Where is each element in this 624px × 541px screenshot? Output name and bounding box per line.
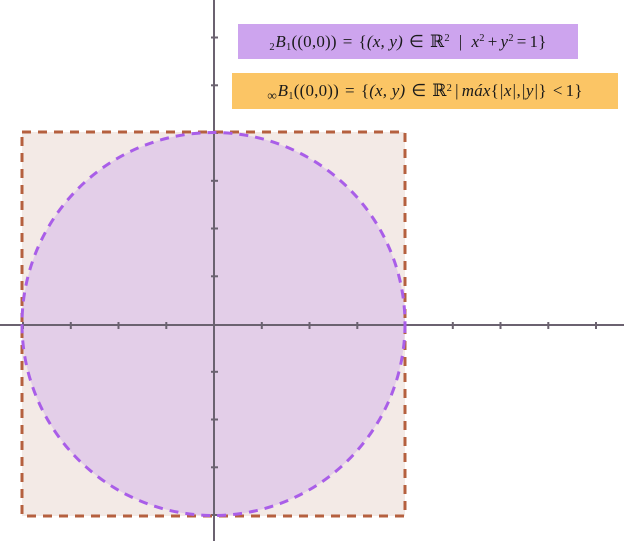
linf-real-space-symbol: ℝ [432,81,447,101]
linf-set-close-brace: } [574,81,583,100]
l2-element-of-symbol: ∈ [409,31,425,51]
l2-real-space-symbol: ℝ [430,31,445,52]
l2-condition-y: y [500,31,509,51]
linf-abs-y: |y| [521,81,539,100]
linf-ball-center-arg: ((0,0)) [293,81,340,100]
linf-radius-value: 1 [565,81,575,100]
linf-real-space-exponent: 2 [446,82,453,94]
l2-radius-value: 1 [529,31,539,51]
l2-relation-sign: = [516,31,527,51]
l2-condition-x: x [471,31,480,51]
linf-abs-x: |x| [499,81,517,100]
l2-ball-center-arg: ((0,0)) [291,31,337,51]
l2-condition-y-exponent: 2 [508,33,514,45]
linf-norm-presubscript: ∞ [267,87,278,103]
l2-norm-presubscript: 2 [269,41,275,53]
linf-ball-symbol: B [277,81,289,100]
l2-set-open-brace: { [358,31,367,51]
linf-max-close-brace: } [538,81,547,100]
l2-condition-x-exponent: 2 [479,33,485,45]
l2-unit-ball-outline [20,131,407,517]
l2-separator-bar: | [458,31,463,51]
linf-max-comma: , [516,81,521,100]
linf-ball-radius-subscript: 1 [288,91,294,103]
linf-equals-sign: = [345,81,355,100]
l2-real-space-exponent: 2 [444,33,450,45]
linf-separator-bar: | [455,81,459,100]
linf-relation-sign: < [552,81,563,100]
l2-set-close-brace: } [538,31,547,51]
l2-tuple: (x, y) [366,31,404,51]
linf-set-open-brace: { [360,81,370,100]
l2-ball-symbol: B [275,31,286,51]
linf-max-open-brace: { [490,81,500,100]
linf-max-function: máx [461,81,491,100]
linf-element-of-symbol: ∈ [411,81,427,100]
l2-ball-radius-subscript: 1 [285,41,292,53]
l2-plus-sign: + [487,31,498,51]
linf-tuple: (x, y) [369,81,406,100]
l2-equals-sign: = [342,31,353,51]
